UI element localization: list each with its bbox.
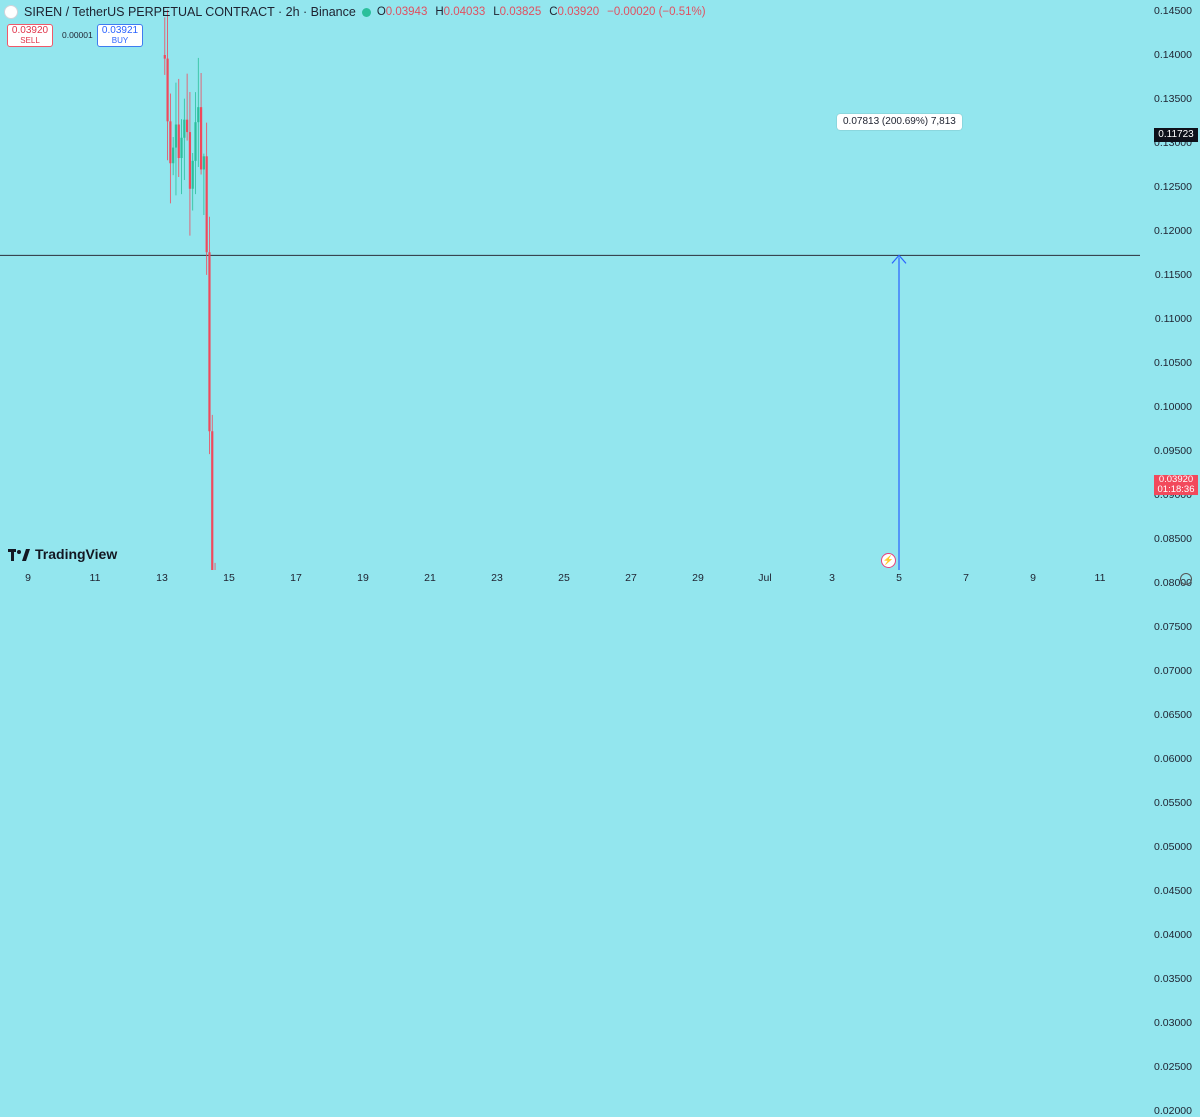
ohlc-open-value: 0.03943 [385, 6, 428, 18]
y-tick-label: 0.09500 [1154, 445, 1192, 457]
candle-body [191, 160, 194, 189]
ohlc-change-value: −0.00020 (−0.51%) [607, 6, 706, 18]
y-tick-label: 0.14000 [1154, 49, 1192, 61]
candlestick-plot[interactable] [0, 0, 1140, 570]
y-tick-label: 0.04000 [1154, 929, 1192, 941]
candle-body [172, 147, 175, 164]
candle-body [186, 119, 189, 133]
y-tick-label: 0.14500 [1154, 5, 1192, 17]
buy-price: 0.03921 [101, 25, 139, 36]
measure-arrow-head [891, 254, 907, 264]
y-tick-label: 0.06000 [1154, 753, 1192, 765]
ohlc-low-value: 0.03825 [499, 6, 542, 18]
y-tick-label: 0.11500 [1154, 269, 1192, 281]
candle-body [208, 252, 211, 432]
x-tick-label: 25 [558, 572, 570, 584]
y-tick-label: 0.12500 [1154, 181, 1192, 193]
candle-body [174, 124, 178, 148]
x-tick-label: 29 [692, 572, 704, 584]
tradingview-logo[interactable]: TradingView [8, 546, 117, 562]
x-tick-label: 3 [829, 572, 835, 584]
last-price-label: 0.03920 01:18:36 [1154, 475, 1198, 495]
x-tick-label: Jul [758, 572, 772, 584]
horizontal-line-price-label: 0.11723 [1154, 128, 1198, 142]
ohlc-values: O0.03943 H0.04033 L0.03825 C0.03920 −0.0… [377, 6, 706, 18]
sell-button[interactable]: 0.03920 SELL [7, 24, 53, 47]
symbol-logo-icon [4, 5, 18, 19]
y-tick-label: 0.13500 [1154, 93, 1192, 105]
candle-body [211, 431, 214, 570]
y-tick-label: 0.06500 [1154, 709, 1192, 721]
time-axis[interactable]: 9 11 13 15 17 19 21 23 25 27 29 Jul 3 5 7 9 11 [0, 570, 1140, 588]
tradingview-mark-icon [8, 548, 30, 561]
y-tick-label: 0.02500 [1154, 1061, 1192, 1073]
x-tick-label: 9 [25, 572, 31, 584]
ohlc-high-key: H [435, 6, 444, 18]
y-tick-label: 0.04500 [1154, 885, 1192, 897]
symbol-header: SIREN / TetherUS PERPETUAL CONTRACT · 2h… [4, 4, 706, 20]
ohlc-open-key: O [376, 6, 386, 18]
x-tick-label: 11 [89, 572, 101, 584]
sell-price: 0.03920 [11, 25, 49, 36]
y-tick-label: 0.07500 [1154, 621, 1192, 633]
y-tick-label: 0.05000 [1154, 841, 1192, 853]
candle-body [202, 156, 205, 170]
y-tick-label: 0.02000 [1154, 1105, 1192, 1117]
candle-body [177, 124, 180, 159]
x-tick-label: 15 [223, 572, 235, 584]
candle-body [205, 156, 208, 253]
y-tick-label: 0.03500 [1154, 973, 1192, 985]
x-tick-label: 27 [625, 572, 637, 584]
buy-label: BUY [111, 36, 129, 45]
ohlc-high-value: 0.04033 [443, 6, 486, 18]
chart-area[interactable] [0, 0, 1140, 570]
y-tick-label: 0.10000 [1154, 401, 1192, 413]
y-tick-label: 0.05500 [1154, 797, 1192, 809]
y-tick-label: 0.03000 [1154, 1017, 1192, 1029]
x-tick-label: 19 [357, 572, 369, 584]
bar-countdown: 01:18:36 [1157, 484, 1195, 495]
measure-label[interactable]: 0.07813 (200.69%) 7,813 [837, 114, 962, 130]
flash-icon[interactable]: ⚡ [881, 553, 896, 568]
candle-body [188, 132, 192, 189]
ohlc-close-key: C [549, 6, 558, 18]
sell-label: SELL [20, 36, 40, 45]
candle-body [194, 122, 197, 161]
market-status-icon [361, 7, 371, 17]
y-tick-label: 0.10500 [1154, 357, 1192, 369]
last-price-value: 0.03920 [1158, 474, 1194, 485]
y-tick-label: 0.11000 [1154, 313, 1192, 325]
brand-name: TradingView [35, 546, 118, 562]
candle-body [169, 121, 172, 164]
x-tick-label: 7 [963, 572, 969, 584]
x-tick-label: 21 [424, 572, 436, 584]
buy-button[interactable]: 0.03921 BUY [97, 24, 143, 47]
x-tick-label: 11 [1094, 572, 1106, 584]
x-tick-label: 17 [290, 572, 302, 584]
x-tick-label: 13 [156, 572, 168, 584]
ohlc-close-value: 0.03920 [557, 6, 600, 18]
candle-body [197, 107, 200, 123]
y-tick-label: 0.08500 [1154, 533, 1192, 545]
candle-body [180, 137, 183, 159]
candle-body [183, 119, 186, 138]
x-tick-label: 9 [1030, 572, 1036, 584]
settings-gear-icon[interactable] [1180, 573, 1192, 585]
spread-value: 0.00001 [62, 30, 93, 40]
candle-body [199, 107, 203, 170]
symbol-title[interactable]: SIREN / TetherUS PERPETUAL CONTRACT · 2h… [24, 5, 356, 19]
candle-body [163, 55, 166, 59]
x-tick-label: 23 [491, 572, 503, 584]
y-tick-label: 0.12000 [1154, 225, 1192, 237]
candle-body [166, 58, 169, 122]
y-tick-label: 0.07000 [1154, 665, 1192, 677]
ohlc-low-key: L [493, 6, 500, 18]
x-tick-label: 5 [896, 572, 902, 584]
